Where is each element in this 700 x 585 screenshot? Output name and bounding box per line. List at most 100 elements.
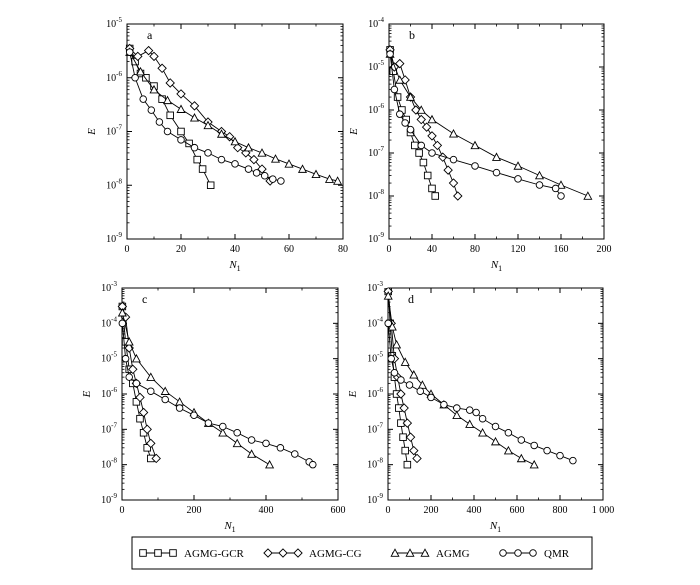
x-tick-label: 600 [510, 505, 525, 516]
data-point [176, 104, 186, 113]
series-agmg [125, 47, 343, 185]
series-qmr [125, 48, 285, 185]
panel-label: a [147, 28, 153, 42]
plot-frame [126, 23, 344, 240]
series-qmr [118, 319, 317, 469]
data-point [155, 118, 164, 126]
data-point [117, 307, 127, 317]
y-tick-label: 10-5 [368, 59, 384, 73]
y-tick-label: 10-7 [106, 124, 122, 138]
data-point [411, 141, 419, 150]
data-point [387, 322, 397, 331]
data-point [147, 106, 156, 114]
data-point [136, 414, 144, 423]
data-point [491, 422, 500, 431]
data-point [131, 353, 141, 363]
data-point [277, 177, 285, 185]
data-point [517, 436, 526, 444]
data-point [125, 48, 134, 56]
data-point [118, 319, 127, 328]
legend-label: AGMG-GCR [184, 548, 245, 560]
data-point [503, 445, 513, 455]
x-tick-label: 0 [387, 244, 392, 255]
series-line [387, 291, 408, 465]
data-point [138, 407, 149, 418]
data-point [428, 149, 436, 157]
data-point [204, 149, 212, 157]
x-tick-label: 400 [467, 505, 482, 516]
legend-marker [139, 549, 147, 557]
series-agmg [383, 291, 539, 469]
series-agmg-cg [385, 45, 463, 201]
data-point [419, 158, 428, 167]
data-point [448, 129, 459, 138]
data-point [157, 63, 167, 74]
y-tick-label: 10-9 [106, 231, 122, 245]
legend-entry-agmg: AGMG [390, 548, 470, 560]
data-point [218, 428, 228, 437]
series-line [121, 312, 270, 466]
data-point [395, 58, 405, 69]
data-point [135, 66, 146, 76]
data-point [146, 438, 156, 449]
y-tick-label: 10-4 [368, 16, 384, 30]
data-point [189, 101, 200, 111]
data-point [189, 113, 200, 122]
y-tick-label: 10-9 [368, 231, 384, 245]
data-point [415, 149, 423, 157]
legend-marker [420, 548, 430, 557]
data-point [121, 354, 130, 363]
plot-frame [388, 23, 605, 240]
data-point [491, 152, 502, 161]
data-point [384, 319, 392, 328]
data-point [401, 119, 409, 127]
data-point [224, 131, 235, 142]
data-point [198, 165, 207, 173]
data-point [333, 176, 343, 185]
data-point [132, 379, 141, 388]
data-point [478, 428, 488, 437]
x-tick-label: 20 [176, 244, 186, 255]
data-point [409, 445, 419, 456]
series-agmg [385, 49, 593, 200]
legend-box: AGMG-GCR AGMG-CG AGMG QMR [131, 536, 593, 570]
y-tick-label: 10-6 [368, 102, 384, 116]
data-point [514, 175, 522, 183]
data-point [190, 143, 199, 152]
panel-label: c [142, 292, 147, 306]
data-point [416, 114, 426, 125]
data-point [440, 400, 448, 409]
y-tick-label: 10-9 [101, 492, 117, 506]
data-point [443, 165, 453, 175]
x-tick-label: 0 [125, 244, 130, 255]
y-tick-label: 10-8 [367, 457, 383, 471]
data-point [324, 174, 335, 183]
y-axis-label: E [86, 128, 98, 136]
data-point [128, 364, 138, 375]
x-axis-label: N1 [228, 259, 240, 273]
data-point [397, 376, 405, 384]
series-line [387, 323, 574, 462]
data-point [257, 164, 267, 174]
y-tick-label: 10-7 [367, 421, 383, 435]
series-line [387, 291, 418, 459]
legend-label: AGMG [436, 548, 470, 560]
data-point [247, 449, 257, 458]
data-point [151, 453, 161, 464]
data-point [406, 125, 415, 134]
data-point [219, 422, 227, 431]
x-tick-label: 0 [120, 505, 125, 516]
data-point [427, 114, 437, 124]
y-tick-label: 10-7 [368, 145, 384, 159]
data-point [143, 45, 154, 56]
data-point [142, 73, 150, 82]
data-point [142, 424, 152, 435]
chart-panel-d: 10-9 10-8 10-7 10-6 10-5 10-4 10-3 0 200 400 600 80… [347, 280, 614, 534]
data-point [405, 432, 416, 442]
series-agmg-cg [383, 288, 422, 464]
data-point [471, 162, 479, 170]
data-point [395, 75, 405, 84]
data-point [233, 429, 241, 437]
data-point [146, 372, 156, 381]
